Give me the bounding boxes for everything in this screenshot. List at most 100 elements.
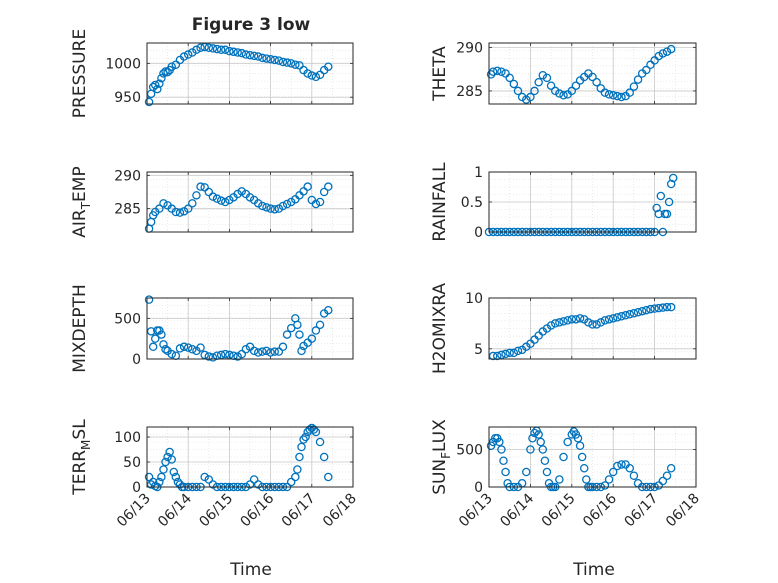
- data-point: [617, 460, 626, 469]
- data-point: [155, 477, 164, 487]
- data-point: [613, 461, 622, 471]
- data-point: [550, 319, 560, 328]
- data-point: [249, 51, 259, 61]
- axes-box: [488, 426, 697, 488]
- data-point: [501, 467, 510, 477]
- data-point: [175, 344, 185, 353]
- data-point: [258, 53, 267, 63]
- data-point: [654, 303, 663, 313]
- data-point: [530, 86, 539, 96]
- data-point: [311, 326, 321, 335]
- axes-box: [146, 42, 354, 105]
- data-point: [237, 349, 247, 359]
- data-point: [278, 201, 288, 211]
- data-point: [528, 433, 537, 443]
- data-point: [499, 456, 508, 465]
- data-point: [588, 320, 597, 329]
- data-point: [212, 44, 222, 54]
- y-tick-label: 0: [474, 480, 483, 496]
- data-point: [249, 346, 259, 356]
- data-point: [150, 80, 160, 90]
- data-point: [555, 475, 564, 484]
- data-point: [258, 347, 267, 356]
- data-point: [291, 60, 300, 69]
- data-point: [245, 50, 255, 60]
- data-point: [204, 187, 214, 197]
- data-point: [200, 183, 209, 192]
- data-point: [192, 191, 201, 200]
- data-point: [144, 295, 154, 304]
- data-point: [542, 73, 552, 83]
- data-point: [309, 425, 319, 434]
- data-point: [522, 467, 531, 477]
- data-point: [654, 481, 663, 490]
- data-point: [167, 62, 176, 71]
- data-point: [563, 437, 572, 447]
- data-point: [324, 472, 333, 482]
- data-point: [233, 48, 242, 57]
- data-point: [315, 197, 325, 207]
- data-point: [546, 321, 556, 330]
- x-tick-label: 06/16: [238, 490, 278, 530]
- data-point: [666, 302, 676, 312]
- y-axis-label: RAINFALL: [430, 162, 450, 242]
- data-point: [155, 79, 164, 88]
- data-point: [621, 311, 630, 320]
- data-point: [157, 472, 166, 482]
- data-point: [153, 84, 162, 94]
- data-point: [216, 196, 226, 205]
- data-point: [204, 352, 214, 361]
- data-point: [282, 199, 292, 209]
- subplot-5: 0 500 MIXDEPTH: [70, 284, 354, 373]
- data-point: [150, 334, 160, 343]
- data-point: [592, 77, 601, 87]
- data-point: [559, 317, 568, 326]
- data-point: [604, 315, 614, 324]
- data-point: [241, 50, 251, 59]
- data-point: [266, 348, 275, 357]
- data-series: [484, 173, 678, 237]
- y-tick-label: 5: [474, 342, 483, 358]
- data-point: [270, 55, 279, 65]
- data-point: [662, 471, 672, 480]
- data-point: [270, 205, 279, 214]
- data-point: [608, 314, 618, 323]
- data-point: [592, 320, 601, 329]
- data-point: [208, 44, 218, 53]
- data-point: [600, 481, 610, 490]
- axes-box: [488, 171, 697, 233]
- x-tick-label: 06/14: [155, 490, 195, 530]
- data-point: [629, 471, 639, 480]
- data-point: [157, 73, 166, 83]
- data-point: [633, 307, 643, 317]
- y-tick-label: 290: [114, 168, 141, 184]
- data-point: [664, 197, 674, 207]
- data-point: [542, 467, 552, 477]
- data-point: [575, 314, 585, 323]
- data-point: [221, 197, 230, 207]
- data-point: [666, 463, 676, 473]
- data-point: [225, 46, 234, 56]
- data-point: [204, 475, 214, 484]
- y-tick-label: 0: [132, 352, 141, 368]
- data-point: [303, 69, 312, 78]
- subplot-3: 285 290 AIRTEMP: [70, 166, 354, 238]
- data-point: [148, 342, 158, 352]
- data-point: [324, 62, 333, 71]
- data-point: [526, 92, 535, 102]
- y-axis-label: TERRMSL: [70, 419, 93, 496]
- data-point: [662, 302, 672, 312]
- data-point: [526, 445, 535, 454]
- data-point: [208, 192, 218, 201]
- data-point: [274, 56, 284, 65]
- y-tick-label: 500: [114, 311, 141, 327]
- data-point: [617, 92, 626, 102]
- data-point: [258, 201, 267, 211]
- data-point: [221, 45, 230, 55]
- data-point: [171, 60, 181, 69]
- data-point: [204, 43, 214, 52]
- data-point: [183, 204, 193, 213]
- data-series: [144, 42, 333, 107]
- data-point: [656, 191, 666, 201]
- y-tick-label: 100: [114, 430, 141, 446]
